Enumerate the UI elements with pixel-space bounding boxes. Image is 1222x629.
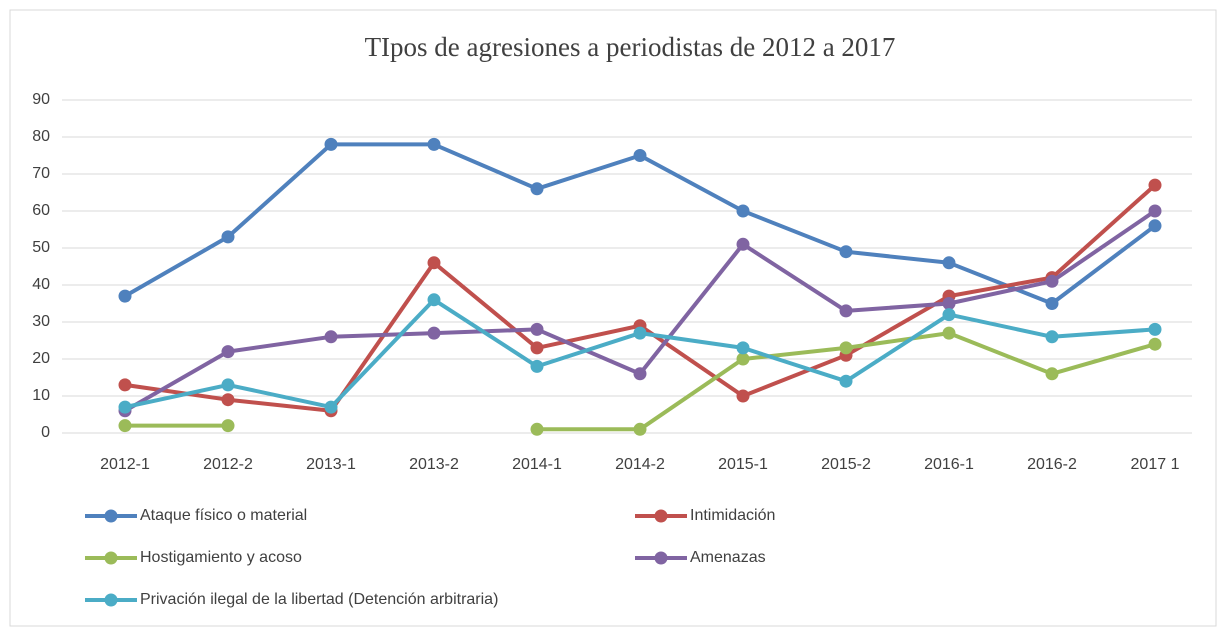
- y-tick-label: 80: [32, 128, 50, 145]
- legend-label: Amenazas: [690, 549, 766, 566]
- legend-label: Privación ilegal de la libertad (Detenci…: [140, 591, 498, 608]
- y-tick-label: 40: [32, 276, 50, 293]
- data-point: [1045, 297, 1059, 310]
- data-point: [324, 137, 338, 151]
- x-tick-label: 2016-1: [924, 456, 974, 473]
- y-tick-label: 70: [32, 165, 50, 182]
- data-point: [736, 341, 750, 355]
- x-tick-label: 2013-1: [306, 456, 356, 473]
- data-point: [221, 230, 235, 244]
- data-point: [942, 308, 956, 322]
- data-point: [839, 341, 853, 355]
- data-point: [221, 345, 235, 359]
- legend-marker: [104, 593, 118, 607]
- data-point: [1045, 274, 1059, 288]
- data-point: [736, 204, 750, 218]
- data-point: [530, 422, 544, 436]
- y-tick-label: 0: [41, 424, 50, 441]
- chart-frame: [9, 9, 1217, 627]
- data-point: [633, 326, 647, 340]
- data-point: [942, 326, 956, 340]
- data-point: [1045, 330, 1059, 344]
- x-tick-label: 2014-1: [512, 456, 562, 473]
- x-tick-label: 2012-2: [203, 456, 253, 473]
- data-point: [221, 378, 235, 392]
- data-point: [427, 256, 441, 270]
- data-point: [942, 256, 956, 270]
- data-point: [118, 289, 132, 303]
- data-point: [1148, 178, 1162, 192]
- data-point: [530, 341, 544, 355]
- y-tick-label: 10: [32, 387, 50, 404]
- data-point: [942, 297, 956, 310]
- x-tick-label: 2014-2: [615, 456, 665, 473]
- x-tick-label: 2017 1: [1131, 456, 1180, 473]
- data-point: [530, 322, 544, 336]
- data-point: [427, 326, 441, 340]
- legend-marker: [654, 551, 668, 565]
- data-point: [324, 330, 338, 344]
- data-point: [221, 393, 235, 407]
- y-tick-label: 20: [32, 350, 50, 367]
- data-point: [633, 367, 647, 381]
- data-point: [1148, 337, 1162, 351]
- x-tick-label: 2013-2: [409, 456, 459, 473]
- data-point: [1148, 322, 1162, 336]
- legend-label: Ataque físico o material: [140, 507, 307, 524]
- legend-marker: [654, 509, 668, 523]
- y-tick-label: 50: [32, 239, 50, 256]
- data-point: [633, 149, 647, 162]
- data-point: [118, 378, 132, 392]
- y-tick-label: 90: [32, 91, 50, 108]
- y-tick-label: 30: [32, 313, 50, 330]
- data-point: [736, 352, 750, 366]
- data-point: [324, 400, 338, 414]
- data-point: [736, 389, 750, 403]
- x-tick-label: 2012-1: [100, 456, 150, 473]
- legend-marker: [104, 551, 118, 565]
- data-point: [839, 374, 853, 388]
- data-point: [427, 293, 441, 307]
- data-point: [118, 400, 132, 414]
- data-point: [1148, 219, 1162, 233]
- data-point: [1148, 204, 1162, 218]
- data-point: [530, 359, 544, 373]
- y-tick-label: 60: [32, 202, 50, 219]
- data-point: [221, 419, 235, 433]
- legend-label: Hostigamiento y acoso: [140, 549, 302, 566]
- chart-title: TIpos de agresiones a periodistas de 201…: [365, 32, 896, 62]
- legend-label: Intimidación: [690, 507, 775, 524]
- data-point: [530, 182, 544, 196]
- data-point: [1045, 367, 1059, 381]
- data-point: [736, 237, 750, 251]
- data-point: [633, 422, 647, 436]
- x-tick-label: 2015-1: [718, 456, 768, 473]
- x-tick-label: 2015-2: [821, 456, 871, 473]
- data-point: [427, 137, 441, 151]
- data-point: [118, 419, 132, 433]
- data-point: [839, 245, 853, 259]
- data-point: [839, 304, 853, 318]
- legend-marker: [104, 509, 118, 523]
- x-tick-label: 2016-2: [1027, 456, 1077, 473]
